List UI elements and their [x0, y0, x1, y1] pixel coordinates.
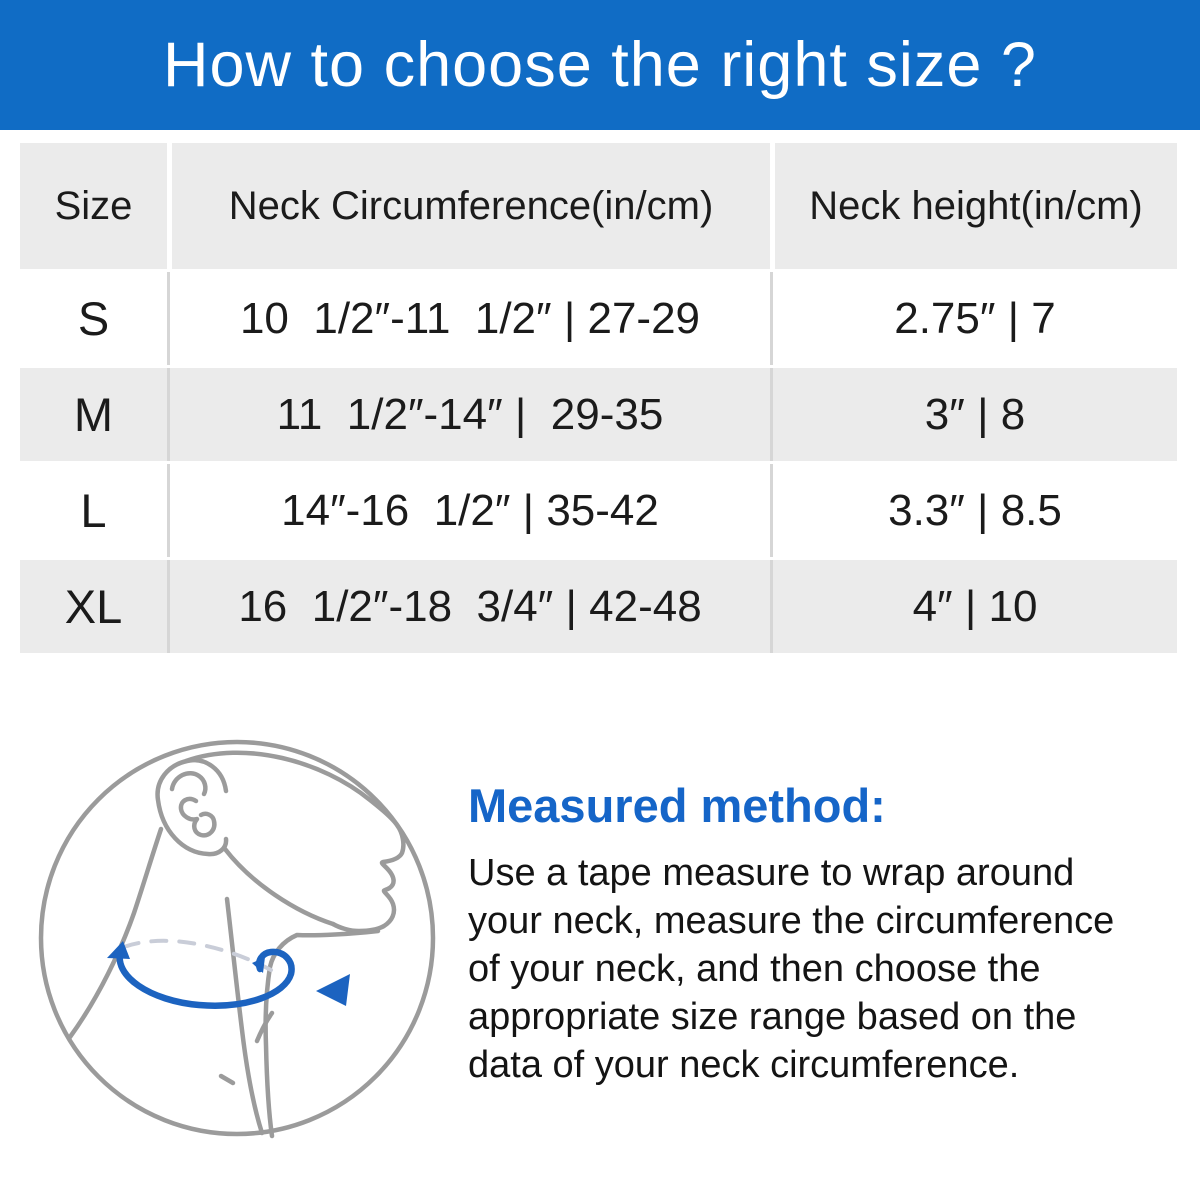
- tape-measure-arrow-icon: [107, 938, 295, 1009]
- row-l-circumference: 14″-16 1/2″ | 35-42: [167, 464, 770, 557]
- header-size: Size: [20, 143, 167, 269]
- page-title: How to choose the right size ?: [163, 30, 1037, 100]
- header-circumference: Neck Circumference(in/cm): [167, 143, 770, 269]
- arrow-left-icon: [316, 974, 350, 1006]
- measured-method-body: Use a tape measure to wrap around your n…: [468, 852, 1115, 1086]
- row-m-height: 3″ | 8: [770, 368, 1177, 461]
- row-m-circumference: 11 1/2″-14″ | 29-35: [167, 368, 770, 461]
- row-s-circumference: 10 1/2″-11 1/2″ | 27-29: [167, 272, 770, 365]
- measured-method-heading: Measured method:: [468, 779, 886, 832]
- head-profile: [67, 750, 406, 1139]
- title-banner: How to choose the right size ?: [0, 0, 1200, 130]
- figure-circle: [38, 739, 436, 1137]
- row-s-height: 2.75″ | 7: [770, 272, 1177, 365]
- row-m-size: M: [20, 368, 167, 461]
- measured-method-section: Measured method: Use a tape measure to w…: [468, 778, 1190, 1089]
- row-s-size: S: [20, 272, 167, 365]
- row-l-height: 3.3″ | 8.5: [770, 464, 1177, 557]
- row-l-size: L: [20, 464, 167, 557]
- row-xl-height: 4″ | 10: [770, 560, 1177, 653]
- header-height: Neck height(in/cm): [770, 143, 1177, 269]
- row-xl-size: XL: [20, 560, 167, 653]
- row-xl-circumference: 16 1/2″-18 3/4″ | 42-48: [167, 560, 770, 653]
- size-table: Size Neck Circumference(in/cm) Neck heig…: [20, 143, 1177, 653]
